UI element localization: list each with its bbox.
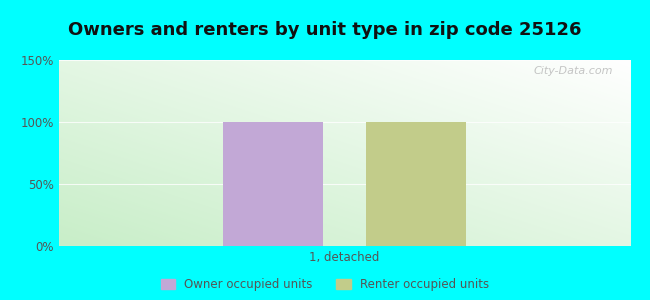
Text: City-Data.com: City-Data.com [534,66,614,76]
Text: Owners and renters by unit type in zip code 25126: Owners and renters by unit type in zip c… [68,21,582,39]
Legend: Owner occupied units, Renter occupied units: Owner occupied units, Renter occupied un… [161,278,489,291]
Bar [366,122,466,246]
Bar [223,122,323,246]
